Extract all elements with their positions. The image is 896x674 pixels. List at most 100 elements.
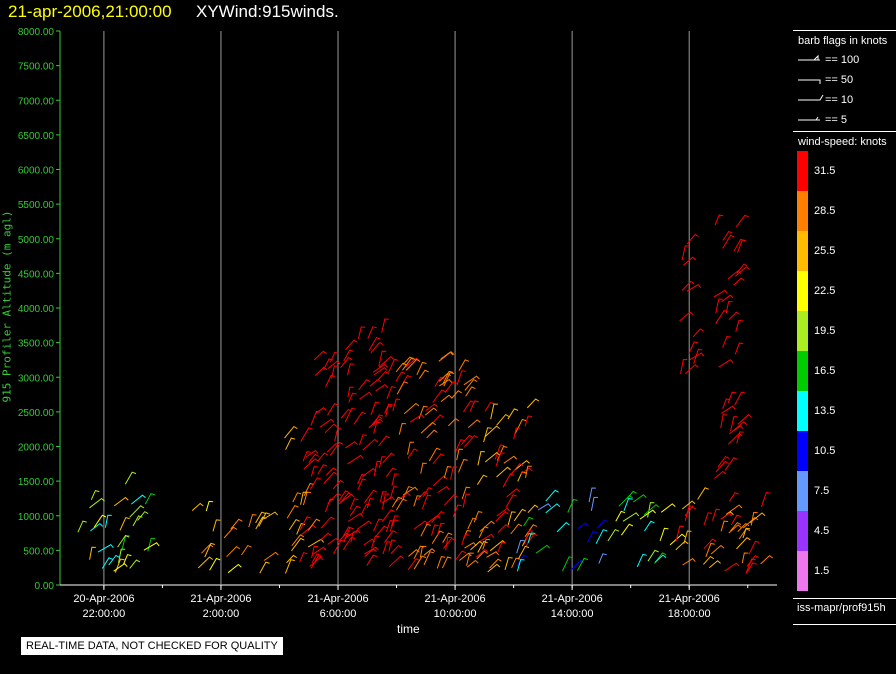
wind-barb xyxy=(463,375,480,386)
x-tick-label: 22:00:00 xyxy=(82,608,125,620)
wind-barb xyxy=(347,363,355,376)
wind-barb xyxy=(456,448,464,461)
colorbar-title: wind-speed: knots xyxy=(798,136,887,148)
wind-barb xyxy=(484,401,495,412)
wind-barb xyxy=(441,556,452,569)
wind-barb xyxy=(317,452,329,462)
wind-barb xyxy=(524,524,538,538)
quality-notice: REAL-TIME DATA, NOT CHECKED FOR QUALITY xyxy=(20,636,284,656)
wind-barb xyxy=(407,448,419,459)
wind-barb xyxy=(718,359,734,368)
wind-barb xyxy=(715,298,723,314)
wind-barb xyxy=(338,490,350,502)
colorbar-swatch xyxy=(797,351,808,391)
wind-barb xyxy=(388,358,399,373)
wind-barb xyxy=(442,532,453,543)
y-tick-label: 7500.00 xyxy=(18,62,55,73)
wind-barb xyxy=(382,452,395,464)
wind-barb xyxy=(392,398,401,411)
wind-barb xyxy=(343,349,354,362)
wind-barb xyxy=(324,423,338,434)
wind-barb xyxy=(444,381,457,393)
wind-barb xyxy=(712,508,721,521)
wind-barb xyxy=(527,532,536,543)
wind-barb xyxy=(324,498,335,513)
barb-region xyxy=(77,471,160,573)
wind-barb xyxy=(590,496,598,511)
wind-barb xyxy=(407,441,415,455)
wind-barb xyxy=(516,554,528,567)
wind-barb xyxy=(620,523,634,536)
wind-barb xyxy=(322,358,334,371)
wind-barb xyxy=(421,494,432,509)
wind-barb xyxy=(466,552,474,566)
wind-barb xyxy=(395,362,407,373)
wind-barb xyxy=(416,361,427,376)
wind-barb xyxy=(717,455,730,468)
wind-barb xyxy=(332,479,344,490)
wind-barb xyxy=(689,352,705,361)
barb-legend-label: == 10 xyxy=(825,94,854,106)
wind-barb xyxy=(526,398,540,409)
wind-barb xyxy=(749,512,766,524)
wind-barb xyxy=(682,558,696,566)
wind-barb xyxy=(452,504,462,518)
wind-barb xyxy=(479,533,495,543)
wind-barb xyxy=(482,538,491,550)
wind-barb xyxy=(506,488,520,498)
wind-barb xyxy=(484,425,501,438)
wind-barb xyxy=(684,364,699,375)
colorbar-swatch xyxy=(797,551,808,591)
wind-barb xyxy=(348,392,357,403)
wind-barb xyxy=(727,432,743,445)
y-tick-label: 6500.00 xyxy=(18,131,55,142)
x-tick-label: 20-Apr-2006 xyxy=(73,593,134,605)
wind-barb xyxy=(570,559,585,571)
barb-legend-label: == 100 xyxy=(825,54,860,66)
wind-barb xyxy=(309,477,322,490)
x-tick-label: 21-Apr-2006 xyxy=(307,593,368,605)
wind-barb xyxy=(722,398,731,409)
wind-barb xyxy=(89,546,96,560)
wind-barb xyxy=(223,526,238,539)
y-tick-label: 1000.00 xyxy=(18,512,55,523)
x-tick-label: 21-Apr-2006 xyxy=(190,593,251,605)
wind-barb xyxy=(736,263,748,274)
wind-barb xyxy=(736,537,751,550)
wind-barb xyxy=(386,386,396,399)
wind-barb xyxy=(514,459,530,471)
wind-barb xyxy=(124,471,137,485)
x-tick-label: 21-Apr-2006 xyxy=(425,593,486,605)
wind-barb xyxy=(576,557,589,571)
barb-region xyxy=(679,233,705,375)
wind-barb xyxy=(496,413,510,426)
wind-barb xyxy=(349,498,359,510)
wind-barb xyxy=(727,270,742,280)
wind-barb xyxy=(384,530,397,543)
wind-barb xyxy=(476,550,488,560)
wind-barb xyxy=(730,514,741,526)
wind-barb xyxy=(527,504,539,514)
wind-barb xyxy=(370,341,384,354)
wind-barb xyxy=(735,214,749,228)
wind-barb xyxy=(643,504,660,516)
wind-barb xyxy=(285,437,296,450)
wind-barb xyxy=(470,540,484,551)
wind-barb xyxy=(461,434,474,446)
wind-barb xyxy=(734,266,750,277)
wind-barb xyxy=(317,464,328,475)
wind-barb xyxy=(340,408,353,419)
wind-barb xyxy=(484,451,501,463)
wind-barb xyxy=(313,350,327,361)
wind-barb xyxy=(241,544,252,556)
barb-legend-label: == 5 xyxy=(825,114,848,126)
wind-barb xyxy=(714,470,727,479)
wind-barb xyxy=(487,563,501,573)
wind-barb xyxy=(434,376,445,387)
wind-barb xyxy=(725,300,733,314)
wind-barb xyxy=(760,554,773,565)
wind-barb xyxy=(382,493,390,510)
wind-barb xyxy=(423,548,436,556)
wind-barb xyxy=(737,522,750,532)
wind-barb xyxy=(615,510,626,522)
